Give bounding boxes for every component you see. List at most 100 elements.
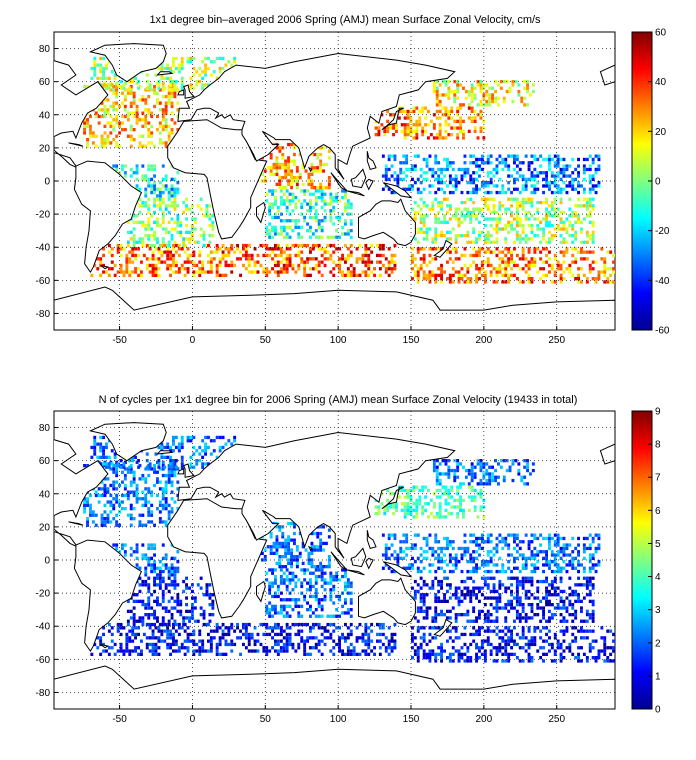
data-cell [591,197,595,201]
data-cell [147,111,151,115]
data-cell [530,533,534,537]
data-cell [282,578,286,582]
data-cell [300,257,304,261]
data-cell [150,164,154,168]
data-cell [123,171,127,175]
data-cell [326,622,330,627]
data-cell [227,263,231,268]
data-cell [109,88,113,92]
data-cell [349,584,353,589]
data-cell [609,267,613,271]
data-cell [437,174,441,178]
data-cell [156,220,159,224]
data-cell [483,224,487,228]
data-cell [126,240,130,244]
data-cell [150,493,154,498]
data-cell [499,80,503,84]
data-cell [110,247,114,251]
data-cell [83,510,86,514]
data-cell [218,435,222,440]
data-cell [186,260,190,264]
data-cell [128,270,132,274]
data-cell [463,586,467,590]
data-cell [393,536,397,541]
data-cell [370,250,374,254]
data-cell [473,93,477,97]
data-cell [418,119,422,123]
data-cell [173,227,177,231]
data-cell [169,83,172,87]
data-cell [253,642,257,647]
data-cell [164,520,168,524]
data-cell [483,560,487,564]
data-cell [158,187,162,191]
data-cell [346,611,350,615]
data-cell [498,214,502,218]
data-cell [158,88,162,92]
data-cell [97,487,101,491]
data-cell [320,652,324,656]
data-cell [524,200,528,205]
data-cell [527,167,531,172]
data-cell [472,566,476,570]
data-cell [161,543,165,547]
data-cell [415,515,419,519]
data-cell [103,131,107,135]
data-cell [293,142,296,147]
data-cell [205,593,209,597]
data-cell [106,517,110,521]
data-cell [416,250,420,254]
data-cell [269,531,273,536]
data-cell [469,560,473,564]
data-cell [176,224,180,228]
data-cell [250,257,254,261]
data-cell [329,594,333,599]
data-cell [507,257,511,261]
data-cell [425,616,429,620]
data-cell [247,243,251,248]
data-cell [431,207,435,211]
data-cell [495,569,499,574]
data-cell [510,220,513,224]
data-cell [204,83,207,87]
data-cell [285,611,289,615]
data-cell [518,553,522,557]
data-cell [176,101,180,105]
data-cell [265,270,269,274]
data-cell [191,227,194,231]
data-cell [297,646,301,650]
data-cell [478,250,481,254]
data-cell [323,588,327,592]
data-cell [431,616,435,620]
data-cell [457,560,461,564]
data-cell [427,136,430,140]
data-cell [386,126,390,130]
data-cell [502,80,506,84]
data-cell [454,553,458,557]
data-cell [150,234,154,238]
data-cell [454,174,458,178]
data-cell [90,66,94,71]
data-cell [521,184,525,188]
data-cell [288,614,292,618]
data-cell [556,164,560,168]
data-cell [457,234,461,238]
data-cell [294,584,298,589]
data-cell [447,488,451,493]
data-cell [469,619,473,623]
data-cell [524,184,528,188]
data-cell [559,566,563,570]
data-cell [456,109,460,114]
data-cell [309,229,312,233]
data-cell [518,257,522,261]
data-cell [153,563,156,567]
data-cell [115,480,119,484]
data-cell [483,280,487,284]
data-cell [94,490,98,494]
data-cell [138,513,142,517]
data-cell [93,452,97,456]
data-cell [209,629,213,633]
data-cell [271,629,274,633]
data-cell [247,649,251,653]
data-cell [105,445,108,450]
